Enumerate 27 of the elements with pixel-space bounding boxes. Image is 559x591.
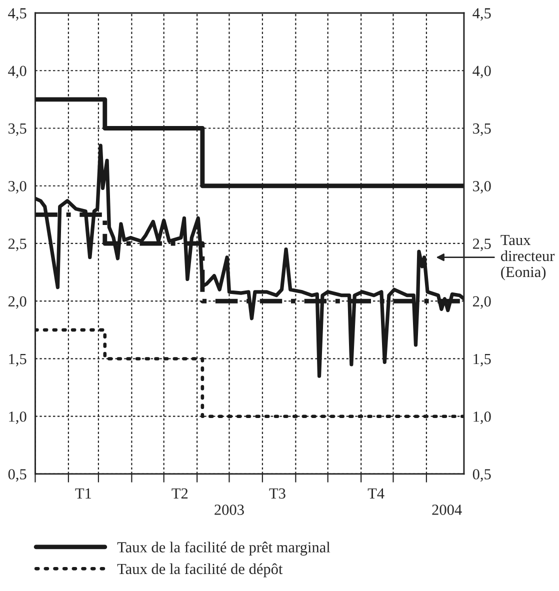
y2-tick-label: 1,5 xyxy=(474,354,491,366)
y2-tick-label: 3,0 xyxy=(473,181,491,194)
y2-tick-label: 0,5 xyxy=(472,469,491,482)
y-tick-label: 2,0 xyxy=(8,296,26,309)
y2-tick-label: 2,0 xyxy=(472,296,491,309)
y-tick-label: 0,5 xyxy=(8,469,26,482)
x-tick-label: T3 xyxy=(269,488,286,499)
x-tick-label: T4 xyxy=(368,488,384,498)
y-tick-label: 1,0 xyxy=(9,412,26,424)
legend-label: Taux de la facilité de dépôt xyxy=(117,563,283,578)
y-tick-label: 2,5 xyxy=(8,238,26,252)
y-tick-label: 1,5 xyxy=(9,354,26,366)
y2-tick-label: 4,5 xyxy=(472,8,491,21)
y-tick-label: 3,5 xyxy=(8,123,26,136)
x2-tick-label: 2003 xyxy=(214,504,244,515)
text: Taux directeur (Eonia) xyxy=(500,235,555,280)
y-tick-label: 4,5 xyxy=(8,8,26,21)
y2-tick-label: 1,0 xyxy=(474,412,491,424)
x-tick-label: T1 xyxy=(75,488,92,498)
y-tick-label: 4,0 xyxy=(8,66,26,78)
y2-tick-label: 4,0 xyxy=(472,66,491,78)
x-tick-label: T2 xyxy=(172,488,188,498)
legend-label: Taux de la facilité de prêt marginal xyxy=(117,542,330,556)
y-tick-label: 3,0 xyxy=(8,181,26,194)
y2-tick-label: 3,5 xyxy=(473,123,491,136)
x2-tick-label: 2004 xyxy=(432,504,462,515)
y2-tick-label: 2,5 xyxy=(472,238,491,252)
